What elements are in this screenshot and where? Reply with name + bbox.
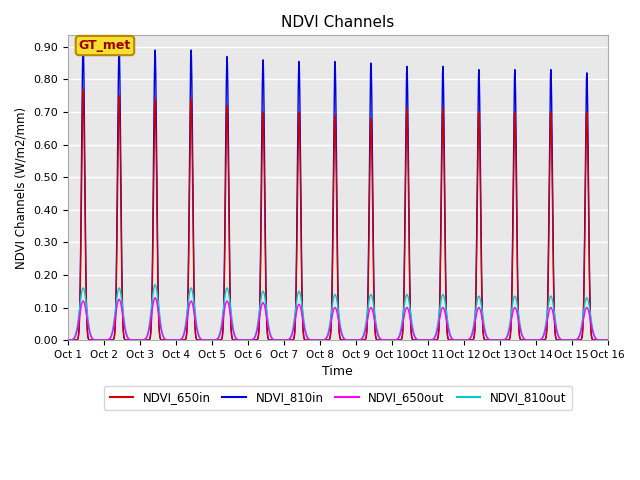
X-axis label: Time: Time xyxy=(323,365,353,378)
Title: NDVI Channels: NDVI Channels xyxy=(281,15,394,30)
Text: GT_met: GT_met xyxy=(79,39,131,52)
Y-axis label: NDVI Channels (W/m2/mm): NDVI Channels (W/m2/mm) xyxy=(15,107,28,269)
Legend: NDVI_650in, NDVI_810in, NDVI_650out, NDVI_810out: NDVI_650in, NDVI_810in, NDVI_650out, NDV… xyxy=(104,385,572,410)
